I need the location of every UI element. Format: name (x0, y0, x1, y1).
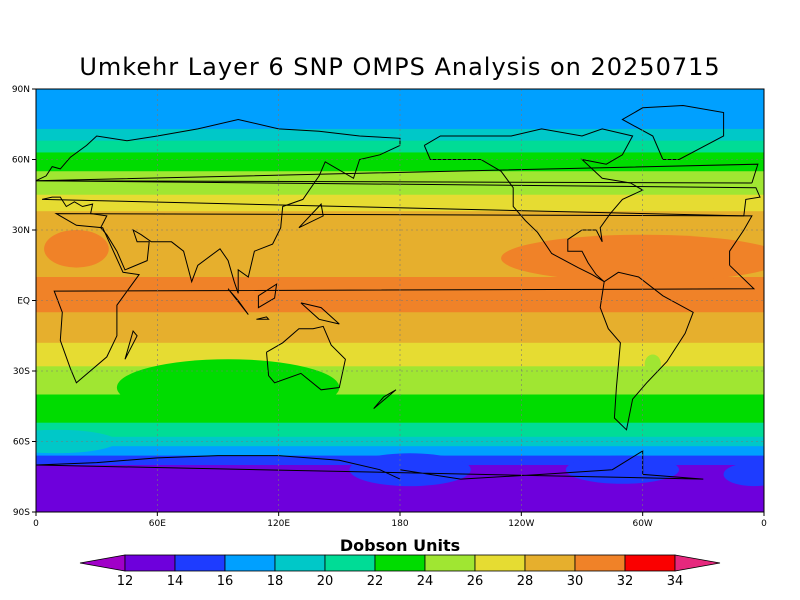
colorbar-left-arrow (79, 554, 126, 572)
lat-label: 30S (13, 367, 30, 377)
colorbar-label: 12 (117, 574, 134, 589)
colorbar-label: 28 (517, 574, 534, 589)
ozone-band (36, 312, 764, 344)
colorbar (79, 554, 721, 572)
ozone-band (36, 140, 764, 154)
colorbar-label: 20 (317, 574, 334, 589)
colorbar-swatch (474, 554, 526, 572)
coastline (256, 316, 270, 320)
colorbar-swatch (124, 554, 176, 572)
coastline (298, 203, 324, 229)
lat-label: EQ (17, 297, 30, 307)
map-title: Umkehr Layer 6 SNP OMPS Analysis on 2025… (79, 53, 721, 81)
colorbar-label: 16 (217, 574, 234, 589)
lon-label: 180 (391, 519, 408, 529)
lat-labels: 90N 60N 30N EQ 30S 60S 90S (12, 85, 30, 518)
ozone-feature (349, 453, 471, 487)
axis-ticks (32, 88, 765, 516)
coastline (599, 271, 694, 431)
colorbar-swatch (574, 554, 626, 572)
colorbar-swatch (224, 554, 276, 572)
ozone-feature (501, 234, 764, 282)
lon-label: 120W (508, 519, 534, 529)
colorbar-label: 30 (567, 574, 584, 589)
ozone-band (36, 436, 764, 447)
ozone-feature (116, 359, 340, 416)
lon-labels: 0 60E 120E 180 120W 60W 0 (33, 519, 767, 529)
ozone-band (36, 112, 764, 130)
colorbar-label: 32 (617, 574, 634, 589)
colorbar-swatch (424, 554, 476, 572)
lat-label: 90S (13, 508, 30, 518)
colorbar-swatch (624, 554, 676, 572)
coastline (373, 389, 397, 409)
coastline (53, 213, 756, 384)
lat-label: 30N (12, 226, 30, 236)
ozone-feature (723, 462, 764, 487)
ozone-band (36, 194, 764, 212)
ozone-band (36, 446, 764, 457)
colorbar-label: 24 (417, 574, 434, 589)
lon-label: 60W (632, 519, 652, 529)
colorbar-label: 14 (167, 574, 184, 589)
colorbar-label: 22 (367, 574, 384, 589)
ozone-feature (644, 354, 661, 374)
lon-label: 0 (761, 519, 767, 529)
coastline (266, 325, 346, 391)
coastline (36, 450, 704, 480)
ozone-band (36, 152, 764, 172)
colorbar-label: 18 (267, 574, 284, 589)
lat-label: 60S (13, 438, 30, 448)
lat-label: 60N (12, 156, 30, 166)
coastline (227, 288, 249, 315)
coastline (423, 128, 644, 283)
lon-label: 60E (149, 519, 166, 529)
colorbar-swatch (324, 554, 376, 572)
coastline (257, 283, 278, 309)
ozone-feature (565, 455, 680, 484)
gridlines (36, 89, 764, 512)
lon-label: 0 (33, 519, 39, 529)
colorbar-label: 34 (667, 574, 684, 589)
coastline (36, 118, 761, 294)
colorbar-right-arrow (674, 554, 721, 572)
lon-label: 120E (267, 519, 290, 529)
lat-label: 90N (12, 85, 30, 95)
colorbar-title: Dobson Units (339, 536, 461, 555)
ozone-feature (44, 230, 109, 268)
coastline (300, 302, 340, 325)
colorbar-swatch (274, 554, 326, 572)
coastline (124, 329, 138, 360)
colorbar-swatch (524, 554, 576, 572)
colorbar-swatch (174, 554, 226, 572)
colorbar-swatch (374, 554, 426, 572)
coastline (36, 163, 759, 184)
colorbar-label: 26 (467, 574, 484, 589)
colorbar-labels: 12 14 16 18 20 22 24 26 28 30 32 34 (117, 574, 684, 589)
